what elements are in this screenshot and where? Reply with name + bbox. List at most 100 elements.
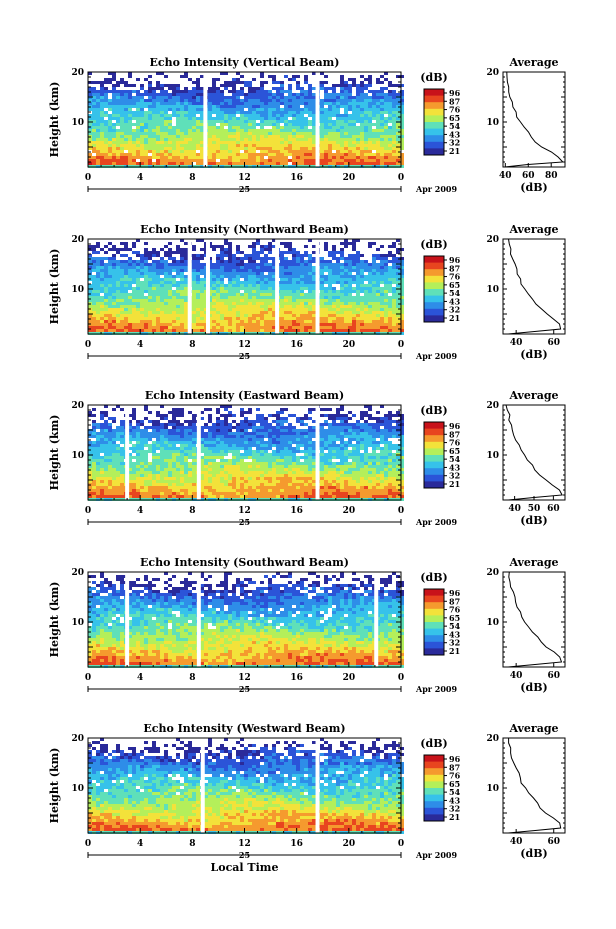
heatmap-cell [92, 141, 96, 144]
heatmap-cell [356, 93, 360, 96]
heatmap-cell [156, 320, 160, 323]
heatmap-cell [296, 326, 300, 329]
heatmap-cell [104, 141, 108, 144]
heatmap-cell [100, 296, 104, 299]
heatmap-cell [388, 117, 392, 120]
heatmap-cell [328, 159, 332, 162]
heatmap-cell [120, 147, 124, 150]
heatmap-cell [200, 314, 204, 317]
heatmap-cell [248, 90, 252, 93]
heatmap-cell [128, 495, 132, 498]
heatmap-cell [276, 108, 280, 111]
heatmap-cell [328, 150, 332, 153]
heatmap-cell [364, 102, 368, 105]
heatmap-cell [240, 329, 244, 332]
heatmap-cell [208, 138, 212, 141]
heatmap-cell [136, 281, 140, 284]
heatmap-cell [260, 314, 264, 317]
heatmap-cell [344, 84, 348, 87]
heatmap-cell [184, 90, 188, 93]
heatmap-cell [376, 159, 380, 162]
heatmap-cell [260, 299, 264, 302]
heatmap-cell [128, 323, 132, 326]
heatmap-cell [320, 266, 324, 269]
heatmap-cell [400, 108, 404, 111]
heatmap-cell [340, 159, 344, 162]
heatmap-cell [296, 138, 300, 141]
heatmap-cell [308, 263, 312, 266]
heatmap-cell [208, 120, 212, 123]
heatmap-cell [324, 99, 328, 102]
heatmap-cell [148, 293, 152, 296]
heatmap-cell [268, 129, 272, 132]
heatmap-cell [116, 162, 120, 165]
heatmap-cell [108, 72, 112, 75]
heatmap-cell [240, 108, 244, 111]
heatmap-cell [396, 162, 400, 165]
heatmap-cell [300, 96, 304, 99]
heatmap-cell [240, 305, 244, 308]
heatmap-cell [216, 263, 220, 266]
heatmap-cell [108, 492, 112, 495]
colorbar-tick-label: 96 [449, 88, 461, 98]
data-gap [205, 239, 210, 334]
heatmap-cell [324, 120, 328, 123]
heatmap-cell [324, 108, 328, 111]
heatmap-cell [348, 329, 352, 332]
heatmap-cell [260, 269, 264, 272]
heatmap-cell [328, 251, 332, 254]
heatmap-cell [108, 105, 112, 108]
heatmap-cell [128, 111, 132, 114]
heatmap-cell [276, 111, 280, 114]
heatmap-cell [340, 326, 344, 329]
heatmap-cell [148, 296, 152, 299]
heatmap-cell [388, 153, 392, 156]
heatmap-cell [396, 239, 400, 242]
heatmap-cell [388, 281, 392, 284]
heatmap-cell [384, 102, 388, 105]
heatmap-cell [208, 108, 212, 111]
heatmap-cell [248, 260, 252, 263]
heatmap-cell [308, 329, 312, 332]
heatmap-cell [336, 93, 340, 96]
heatmap-cell [124, 311, 128, 314]
heatmap-cell [236, 281, 240, 284]
heatmap-cell [340, 81, 344, 84]
heatmap-cell [196, 147, 200, 150]
heatmap-cell [168, 323, 172, 326]
heatmap-cell [224, 141, 228, 144]
heatmap-cell [276, 150, 280, 153]
heatmap-cell [228, 120, 232, 123]
heatmap-cell [116, 317, 120, 320]
heatmap-cell [344, 132, 348, 135]
heatmap-cell [344, 150, 348, 153]
heatmap-cell [228, 114, 232, 117]
heatmap-cell [248, 84, 252, 87]
heatmap-cell [300, 308, 304, 311]
heatmap-cell [304, 263, 308, 266]
heatmap-cell [124, 320, 128, 323]
heatmap-cell [196, 299, 200, 302]
heatmap-cell [180, 96, 184, 99]
heatmap-cell [108, 108, 112, 111]
heatmap-cell [104, 447, 108, 450]
heatmap-cell [384, 72, 388, 75]
heatmap-cell [252, 326, 256, 329]
heatmap-cell [176, 281, 180, 284]
heatmap-cell [288, 87, 292, 90]
heatmap-cell [372, 138, 376, 141]
heatmap-cell [176, 287, 180, 290]
heatmap-cell [144, 308, 148, 311]
heatmap-cell [184, 293, 188, 296]
heatmap-cell [328, 108, 332, 111]
x-tick-label: 12 [238, 173, 251, 183]
heatmap-cell [340, 269, 344, 272]
heatmap-cell [164, 159, 168, 162]
heatmap-cell [320, 302, 324, 305]
heatmap-cell [228, 102, 232, 105]
heatmap-cell [268, 314, 272, 317]
heatmap-cell [380, 147, 384, 150]
colorbar-swatch [424, 108, 444, 116]
heatmap-cell [336, 108, 340, 111]
heatmap-cell [152, 308, 156, 311]
